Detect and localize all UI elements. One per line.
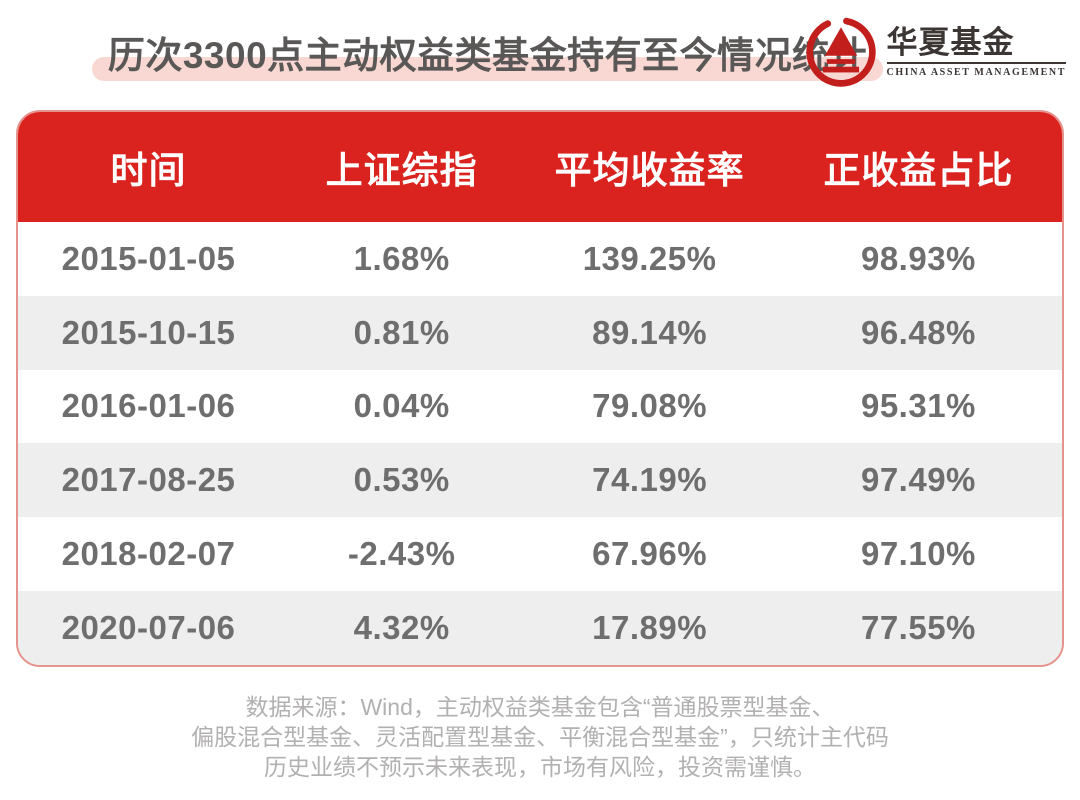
cell-date: 2020-07-06 (18, 590, 279, 665)
cell-positive-ratio: 95.31% (774, 369, 1062, 444)
cell-sse-index: 1.68% (279, 222, 525, 296)
cell-positive-ratio: 97.10% (774, 517, 1062, 591)
cell-avg-return: 89.14% (524, 295, 775, 370)
cell-avg-return: 139.25% (524, 222, 775, 296)
table-row: 2016-01-06 0.04% 79.08% 95.31% (18, 369, 1062, 444)
cell-date: 2018-02-07 (18, 517, 279, 591)
cell-avg-return: 74.19% (524, 443, 775, 518)
col-header-avg-return: 平均收益率 (524, 112, 775, 222)
cell-date: 2016-01-06 (18, 369, 279, 444)
brand-logo: 华夏基金 CHINA ASSET MANAGEMENT (803, 14, 1066, 90)
col-header-sse-index: 上证综指 (279, 112, 525, 222)
cell-avg-return: 67.96% (524, 517, 775, 591)
table-row: 2017-08-25 0.53% 74.19% 97.49% (18, 443, 1062, 518)
cell-date: 2015-10-15 (18, 295, 279, 370)
cell-sse-index: 4.32% (279, 590, 525, 665)
cell-avg-return: 79.08% (524, 369, 775, 444)
brand-logo-text: 华夏基金 CHINA ASSET MANAGEMENT (886, 25, 1066, 78)
cell-sse-index: 0.53% (279, 443, 525, 518)
disclaimer-footer: 数据来源：Wind，主动权益类基金包含“普通股票型基金、 偏股混合型基金、灵活配… (0, 692, 1080, 782)
cell-positive-ratio: 98.93% (774, 222, 1062, 296)
cell-positive-ratio: 97.49% (774, 443, 1062, 518)
table-row: 2018-02-07 -2.43% 67.96% 97.10% (18, 517, 1062, 591)
col-header-date: 时间 (18, 112, 279, 222)
table-row: 2015-10-15 0.81% 89.14% 96.48% (18, 295, 1062, 370)
col-header-positive-ratio: 正收益占比 (774, 112, 1062, 222)
brand-name-en: CHINA ASSET MANAGEMENT (886, 67, 1066, 78)
disclaimer-line: 历史业绩不预示未来表现，市场有风险，投资需谨慎。 (264, 754, 816, 780)
table-row: 2020-07-06 4.32% 17.89% 77.55% (18, 590, 1062, 665)
page-title: 历次3300点主动权益类基金持有至今情况统计 (91, 30, 884, 82)
cell-date: 2017-08-25 (18, 443, 279, 518)
cell-sse-index: 0.04% (279, 369, 525, 444)
cell-sse-index: -2.43% (279, 517, 525, 591)
disclaimer-line: 偏股混合型基金、灵活配置型基金、平衡混合型基金”，只统计主代码 (191, 724, 889, 750)
table-row: 2015-01-05 1.68% 139.25% 98.93% (18, 222, 1062, 296)
stats-table: 时间 上证综指 平均收益率 正收益占比 2015-01-05 1.68% 139… (18, 112, 1062, 665)
table-header-row: 时间 上证综指 平均收益率 正收益占比 (18, 112, 1062, 222)
cell-sse-index: 0.81% (279, 295, 525, 370)
brand-divider (886, 62, 1066, 64)
stats-table-card: 时间 上证综指 平均收益率 正收益占比 2015-01-05 1.68% 139… (16, 110, 1064, 667)
cell-positive-ratio: 96.48% (774, 295, 1062, 370)
pyramid-ring-icon (805, 17, 876, 87)
cell-positive-ratio: 77.55% (774, 590, 1062, 665)
brand-name-cn: 华夏基金 (886, 25, 1015, 60)
cell-date: 2015-01-05 (18, 222, 279, 296)
disclaimer-line: 数据来源：Wind，主动权益类基金包含“普通股票型基金、 (245, 694, 835, 720)
cell-avg-return: 17.89% (524, 590, 775, 665)
page-title-wrap: 历次3300点主动权益类基金持有至今情况统计 (0, 30, 975, 82)
